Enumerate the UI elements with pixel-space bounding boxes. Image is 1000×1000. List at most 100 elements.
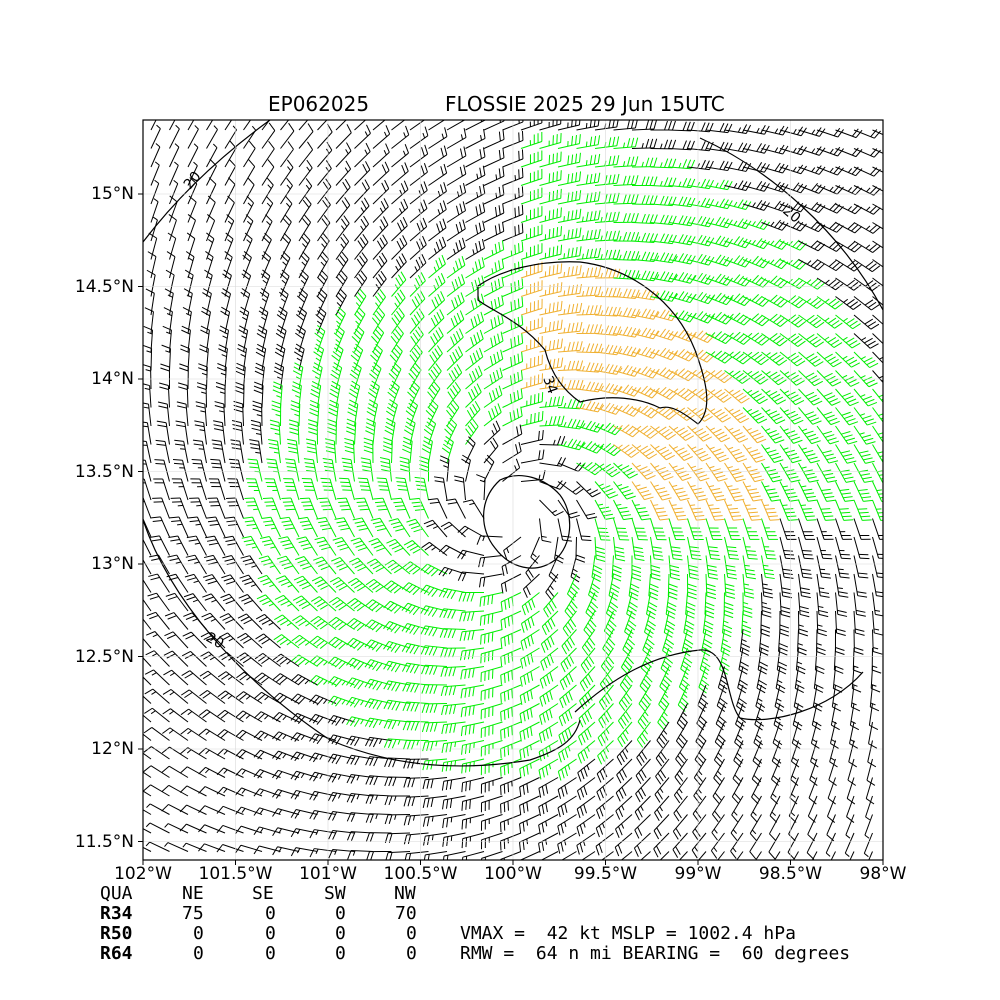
wind-barb (724, 518, 741, 540)
wind-barb (185, 251, 195, 279)
wind-barb (334, 517, 355, 538)
wind-barb (428, 182, 447, 205)
wind-barb (480, 684, 503, 701)
wind-barb (798, 518, 816, 540)
wind-barb (317, 160, 332, 186)
wind-barb (631, 308, 659, 320)
wind-barb (309, 635, 337, 649)
wind-barb (483, 349, 504, 371)
wind-barb (143, 383, 152, 408)
wind-barb (761, 462, 783, 483)
wind-barb (816, 462, 838, 483)
wind-barb (206, 158, 217, 186)
wind-barb (519, 758, 540, 779)
wind-barb (476, 535, 503, 545)
wind-barb (724, 161, 752, 172)
wind-barb (798, 146, 826, 156)
x-tick-label: 102°W (114, 864, 172, 884)
wind-barb (520, 150, 543, 168)
wind-barb (872, 166, 883, 173)
wind-barb (853, 481, 873, 502)
wind-barb (372, 216, 389, 242)
wind-barb (742, 313, 770, 327)
wind-barb (272, 827, 300, 837)
wind-barb (187, 120, 195, 131)
wind-barb (360, 457, 374, 482)
wind-barb (276, 555, 300, 575)
wind-barb (594, 402, 622, 415)
wind-barb (853, 129, 881, 139)
wind-barb (186, 232, 196, 260)
wind-barb (311, 576, 337, 593)
wind-barb (872, 203, 883, 211)
wind-barb (608, 573, 620, 601)
wind-barb (668, 444, 693, 461)
wind-barb (724, 407, 750, 424)
wind-barb (502, 352, 524, 371)
wind-barb (309, 790, 337, 801)
wind-barb (500, 573, 522, 594)
wind-barb (714, 721, 726, 749)
wind-barb (162, 727, 189, 741)
wind-barb (520, 392, 544, 408)
wind-barb (317, 233, 330, 260)
wind-barb (206, 516, 226, 538)
wind-barb (461, 454, 471, 482)
wind-barb (224, 158, 237, 186)
wind-barb (198, 363, 208, 390)
wind-barb (371, 307, 386, 334)
wind-barb (539, 395, 564, 408)
wind-barb (421, 541, 448, 556)
wind-barb (320, 477, 337, 501)
wind-barb (402, 682, 429, 693)
wind-barb (346, 735, 374, 747)
wind-barb (143, 578, 152, 593)
wind-barb (143, 752, 152, 760)
wind-barb (576, 777, 596, 800)
wind-barb (668, 368, 696, 382)
wind-barb (401, 602, 429, 616)
wind-barb (761, 573, 774, 599)
wind-barb (789, 777, 799, 805)
wind-barb (613, 404, 641, 417)
wind-barb (779, 351, 806, 367)
wind-barb (183, 593, 207, 612)
wind-barb (675, 740, 688, 767)
wind-barb (520, 373, 544, 390)
wind-barb (521, 592, 540, 616)
wind-barb (770, 758, 781, 786)
wind-barb (478, 555, 503, 568)
wind-barb (308, 419, 318, 445)
wind-barb (242, 251, 252, 279)
wind-barb (808, 777, 818, 805)
wind-barb (613, 194, 639, 205)
wind-barb (280, 251, 291, 279)
wind-barb (182, 306, 192, 334)
wind-barb (779, 333, 806, 347)
wind-barb (683, 610, 695, 638)
wind-barb (761, 313, 788, 327)
contour-20-center (483, 475, 571, 569)
wind-barb (636, 721, 651, 748)
wind-barb (298, 159, 313, 186)
contour-20-southwest (143, 519, 581, 767)
wind-barb (144, 688, 170, 704)
wind-barb (143, 558, 152, 575)
wind-barb (298, 141, 314, 168)
wind-barb (500, 721, 522, 740)
wind-barb (281, 497, 300, 519)
wind-barb (364, 659, 392, 672)
wind-barb (668, 425, 694, 441)
wind-barb (864, 814, 873, 839)
wind-barb (634, 795, 651, 821)
wind-barb (216, 786, 244, 797)
wind-barb (357, 477, 374, 501)
wind-barb (143, 790, 152, 797)
wind-barb (481, 832, 503, 850)
wind-barb (290, 770, 318, 781)
wind-barb (730, 832, 744, 860)
wind-barb (237, 613, 263, 630)
wind-barb (742, 573, 755, 599)
wind-barb (145, 650, 170, 667)
wind-barb (214, 401, 226, 427)
